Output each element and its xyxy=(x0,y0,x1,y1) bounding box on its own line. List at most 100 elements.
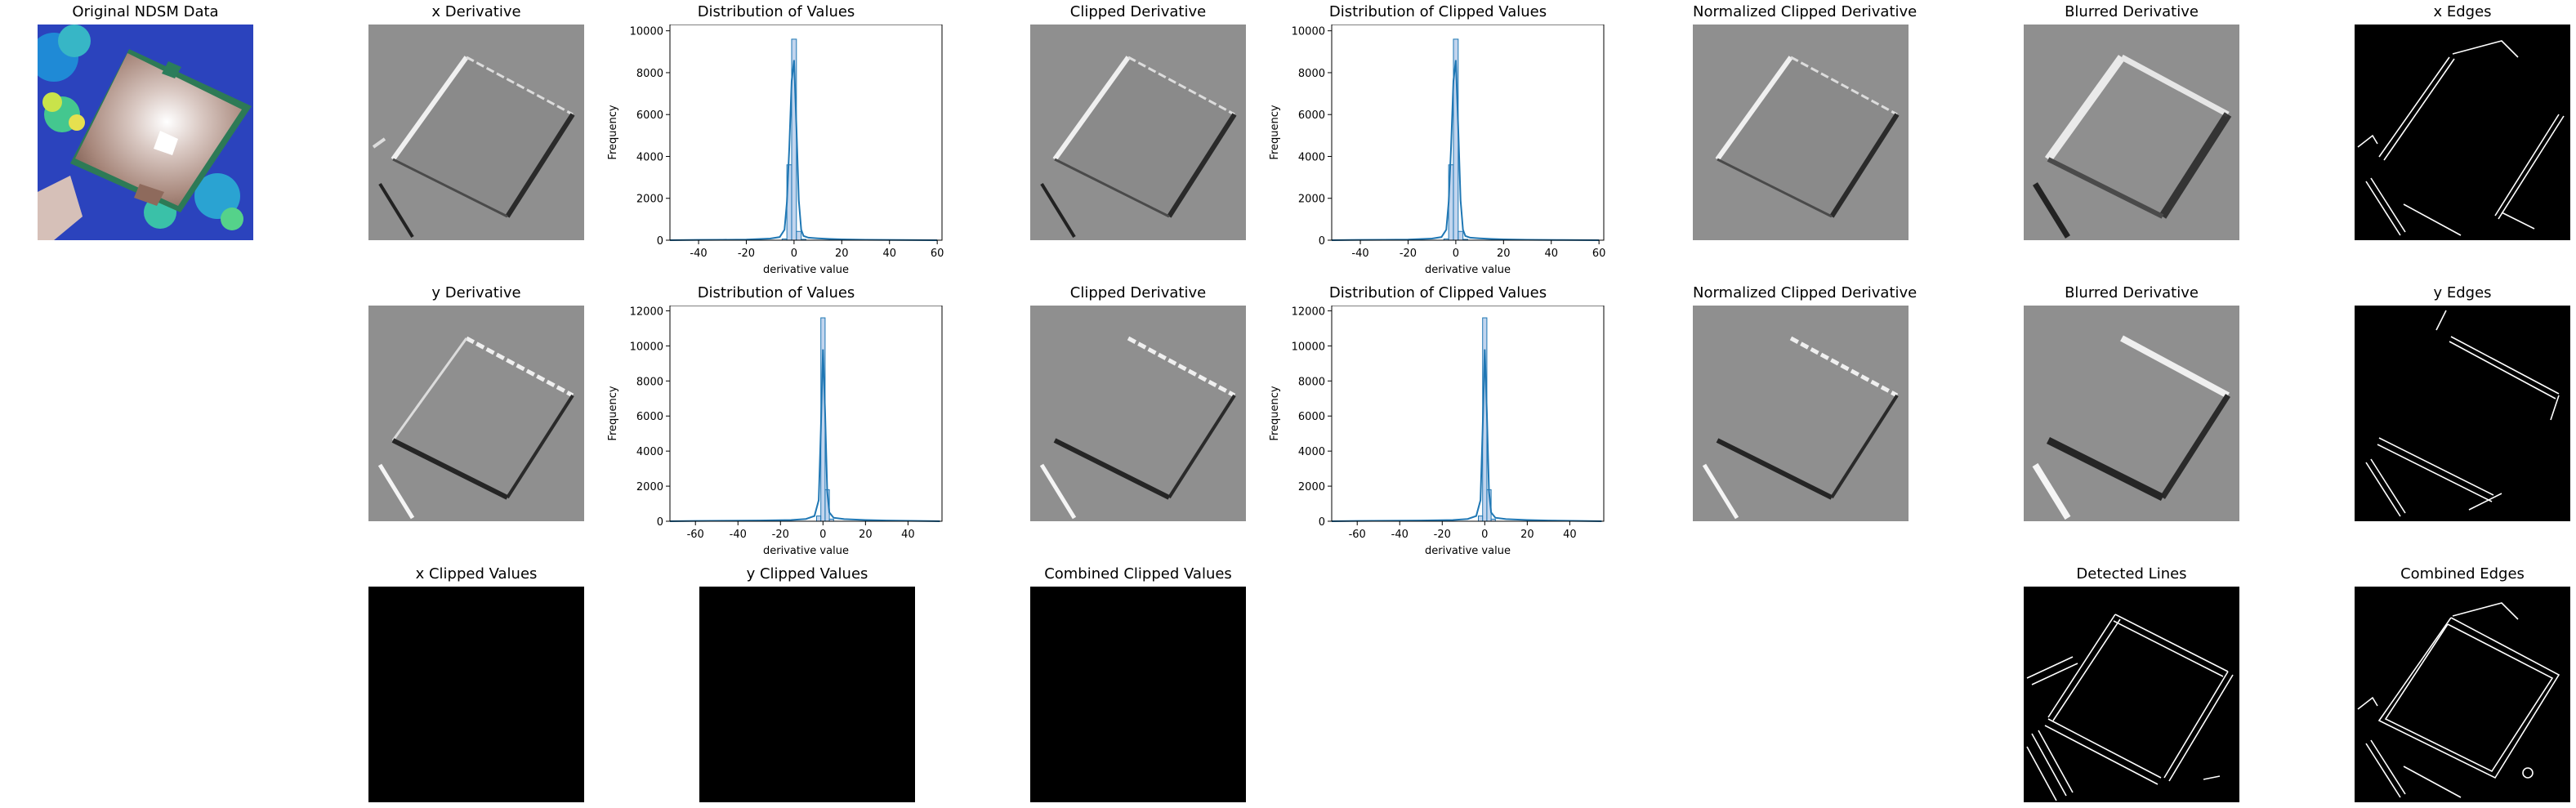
kde-line xyxy=(669,349,940,522)
x-normalized-panel: Normalized Clipped Derivative xyxy=(1693,0,1917,240)
x-tick-label: 40 xyxy=(882,248,896,260)
y-blurred-panel: Blurred Derivative xyxy=(2024,281,2239,521)
y-tick-label: 2000 xyxy=(1298,481,1325,493)
y-tick-label: 10000 xyxy=(630,26,663,38)
combined-edges-panel: Combined Edges xyxy=(2355,562,2570,802)
plot-frame xyxy=(1331,306,1605,522)
x-clipped-derivative-image xyxy=(1030,25,1246,240)
x-tick-label: -20 xyxy=(1434,529,1451,541)
y-tick-label: 6000 xyxy=(1298,109,1325,122)
y-clipped-values-panel: y Clipped Values xyxy=(699,562,915,802)
y-clipped-derivative-image xyxy=(1030,306,1246,521)
y-edges-image xyxy=(2355,306,2570,521)
panel-title: Distribution of Clipped Values xyxy=(1328,3,1547,20)
panel-title: Normalized Clipped Derivative xyxy=(1693,284,1917,301)
x-derivative-panel: x Derivative xyxy=(368,0,584,240)
x-tick-label: 20 xyxy=(835,248,849,260)
x-tick-label: 0 xyxy=(819,529,826,541)
combined-clipped-values-panel: Combined Clipped Values xyxy=(1030,562,1246,802)
panel-title: Blurred Derivative xyxy=(2065,284,2199,301)
x-normalized-image xyxy=(1693,25,1909,240)
y-axis-label: Frequency xyxy=(607,386,619,440)
panel-title: Clipped Derivative xyxy=(1069,3,1207,20)
kde-line xyxy=(1331,349,1602,522)
kde-line xyxy=(1331,60,1600,241)
x-clipped-distribution-chart: -40 -20 0 20 40 60 0 2000 4000 6000 8000 10000 deriv… xyxy=(1269,25,1606,276)
x-tick-label: -40 xyxy=(690,248,707,260)
x-distribution-panel: Distribution of Values -40 -20 0 20 40 60 0 200… xyxy=(605,0,948,278)
y-tick-label: 2000 xyxy=(636,481,663,493)
x-tick-label: 60 xyxy=(1592,248,1606,260)
panel-title: y Derivative xyxy=(431,284,521,301)
panel-title: Clipped Derivative xyxy=(1069,284,1207,301)
x-axis-label: derivative value xyxy=(1425,545,1511,557)
y-tick-label: 6000 xyxy=(1298,411,1325,423)
histogram-bar xyxy=(816,516,822,522)
panel-title: Original NDSM Data xyxy=(72,3,219,20)
x-tick-label: -20 xyxy=(738,248,755,260)
y-tick-label: 12000 xyxy=(1292,306,1325,318)
y-tick-label: 6000 xyxy=(636,109,663,122)
y-axis-label: Frequency xyxy=(1269,386,1281,440)
x-derivative-image xyxy=(368,25,584,240)
y-clipped-distribution-panel: Distribution of Clipped Values -60 -40 -20… xyxy=(1266,281,1609,559)
y-tick-label: 12000 xyxy=(630,306,663,318)
x-axis-label: derivative value xyxy=(763,545,849,557)
x-tick-label: 20 xyxy=(1520,529,1534,541)
x-blurred-image xyxy=(2024,25,2239,240)
histogram-bar xyxy=(796,230,802,241)
combined-clipped-values-image xyxy=(1030,587,1246,802)
x-tick-label: 0 xyxy=(791,248,797,260)
y-tick-label: 0 xyxy=(657,516,663,529)
y-tick-label: 6000 xyxy=(636,411,663,423)
y-derivative-panel: y Derivative xyxy=(368,281,584,521)
plot-frame xyxy=(669,25,943,241)
histogram-bar xyxy=(1458,230,1464,241)
y-tick-label: 8000 xyxy=(636,376,663,388)
panel-title: Distribution of Values xyxy=(697,3,855,20)
panel-title: Distribution of Values xyxy=(697,284,855,301)
x-tick-label: -60 xyxy=(1349,529,1366,541)
y-tick-label: 0 xyxy=(1319,516,1325,529)
y-tick-label: 2000 xyxy=(1298,194,1325,206)
y-normalized-image xyxy=(1693,306,1909,521)
panel-title: y Clipped Values xyxy=(746,565,868,583)
y-tick-label: 2000 xyxy=(636,194,663,206)
y-distribution-chart: -60 -40 -20 0 20 40 0 2000 4000 6000 8000 10000 1200… xyxy=(607,306,943,557)
y-blurred-image xyxy=(2024,306,2239,521)
y-tick-label: 4000 xyxy=(636,151,663,163)
panel-title: Distribution of Clipped Values xyxy=(1328,284,1547,301)
x-tick-label: 20 xyxy=(1497,248,1511,260)
x-tick-label: -40 xyxy=(1351,248,1368,260)
x-clipped-distribution-panel: Distribution of Clipped Values -40 -20 0 20… xyxy=(1266,0,1609,278)
x-clipped-values-panel: x Clipped Values xyxy=(368,562,584,802)
detected-lines-panel: Detected Lines xyxy=(2024,562,2239,802)
kde-line xyxy=(669,60,938,241)
y-axis-label: Frequency xyxy=(1269,105,1281,159)
y-derivative-image xyxy=(368,306,584,521)
plot-frame xyxy=(1331,25,1605,241)
y-distribution-panel: Distribution of Values -60 -40 -20 0 20 40 0 20… xyxy=(605,281,948,559)
y-clipped-values-image xyxy=(699,587,915,802)
panel-title: Normalized Clipped Derivative xyxy=(1693,3,1917,20)
ndsm-image xyxy=(38,25,253,240)
detected-lines-image xyxy=(2024,587,2239,802)
y-tick-label: 10000 xyxy=(630,341,663,353)
y-tick-label: 8000 xyxy=(636,68,663,80)
x-tick-label: -40 xyxy=(1391,529,1409,541)
x-edges-panel: x Edges xyxy=(2355,0,2570,240)
panel-title: x Edges xyxy=(2433,3,2492,20)
panel-title: Detected Lines xyxy=(2076,565,2187,583)
panel-title: y Edges xyxy=(2433,284,2492,301)
panel-title: Blurred Derivative xyxy=(2065,3,2199,20)
panel-title: x Clipped Values xyxy=(415,565,538,583)
x-tick-label: 20 xyxy=(859,529,873,541)
y-tick-label: 0 xyxy=(1319,235,1325,248)
y-clipped-derivative-panel: Clipped Derivative xyxy=(1030,281,1246,521)
y-tick-label: 10000 xyxy=(1292,26,1325,38)
y-edges-panel: y Edges xyxy=(2355,281,2570,521)
x-edges-image xyxy=(2355,25,2570,240)
x-tick-label: -40 xyxy=(730,529,747,541)
x-tick-label: 0 xyxy=(1453,248,1459,260)
x-clipped-derivative-panel: Clipped Derivative xyxy=(1030,0,1246,240)
